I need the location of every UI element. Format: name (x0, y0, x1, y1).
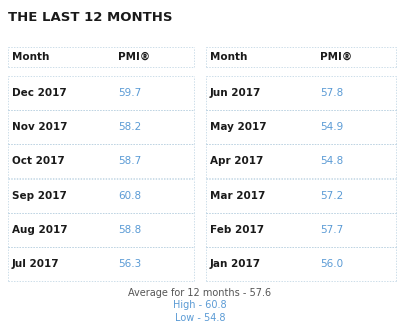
Text: High - 60.8: High - 60.8 (173, 301, 227, 310)
Text: 59.7: 59.7 (118, 88, 141, 98)
Text: 56.3: 56.3 (118, 259, 141, 269)
Text: 58.7: 58.7 (118, 156, 141, 166)
Text: 57.7: 57.7 (320, 225, 343, 235)
Text: Jan 2017: Jan 2017 (210, 259, 261, 269)
Text: THE LAST 12 MONTHS: THE LAST 12 MONTHS (8, 11, 172, 24)
Text: 58.8: 58.8 (118, 225, 141, 235)
Text: 58.2: 58.2 (118, 122, 141, 132)
Text: May 2017: May 2017 (210, 122, 267, 132)
Text: PMI®: PMI® (118, 52, 150, 62)
Text: Jun 2017: Jun 2017 (210, 88, 261, 98)
Text: Feb 2017: Feb 2017 (210, 225, 264, 235)
Text: 56.0: 56.0 (320, 259, 343, 269)
Text: Aug 2017: Aug 2017 (12, 225, 68, 235)
Text: Sep 2017: Sep 2017 (12, 191, 67, 200)
Text: Apr 2017: Apr 2017 (210, 156, 263, 166)
Text: 57.8: 57.8 (320, 88, 343, 98)
Text: Low - 54.8: Low - 54.8 (175, 313, 225, 322)
Text: 54.8: 54.8 (320, 156, 343, 166)
Text: 60.8: 60.8 (118, 191, 141, 200)
Text: Nov 2017: Nov 2017 (12, 122, 68, 132)
Text: Oct 2017: Oct 2017 (12, 156, 65, 166)
Text: Month: Month (12, 52, 49, 62)
Text: Month: Month (210, 52, 247, 62)
Text: Jul 2017: Jul 2017 (12, 259, 60, 269)
Text: Average for 12 months - 57.6: Average for 12 months - 57.6 (128, 289, 272, 298)
Text: 57.2: 57.2 (320, 191, 343, 200)
Text: Mar 2017: Mar 2017 (210, 191, 265, 200)
Text: 54.9: 54.9 (320, 122, 343, 132)
Text: Dec 2017: Dec 2017 (12, 88, 67, 98)
Text: PMI®: PMI® (320, 52, 352, 62)
